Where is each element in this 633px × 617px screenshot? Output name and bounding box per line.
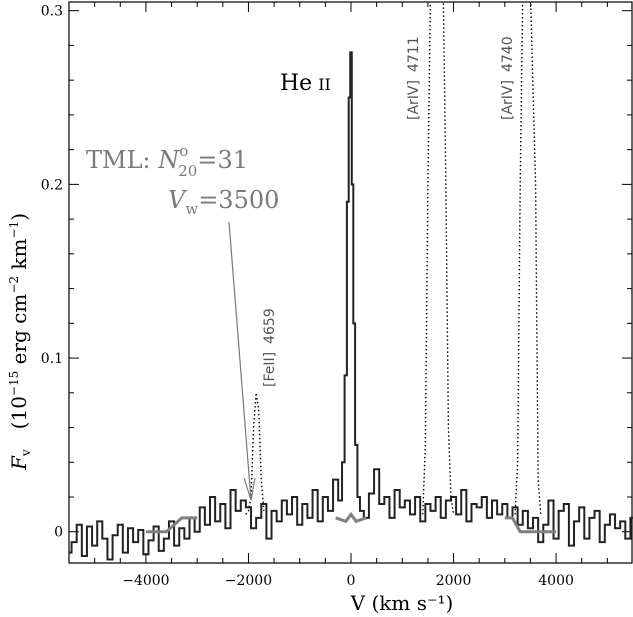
x-tick-label: −4000 — [122, 573, 169, 589]
series-1-dotted-black — [245, 2, 542, 515]
y-tick-label: 0 — [54, 525, 63, 541]
x-axis-label: V (km s⁻¹) — [350, 591, 454, 615]
x-tick-label: 2000 — [436, 573, 472, 589]
y-tick-label: 0.3 — [41, 4, 63, 20]
x-tick-label: −2000 — [225, 573, 272, 589]
x-tick-label: 0 — [347, 573, 356, 589]
y-tick-label: 0.1 — [41, 351, 63, 367]
y-tick-label: 0.2 — [41, 177, 63, 193]
ariv-4711-label: [ArIV]4711 — [406, 36, 422, 120]
ariv-4740-label: [ArIV]4740 — [500, 36, 516, 120]
series-layer — [69, 2, 633, 561]
series-2-thick-gray — [145, 511, 557, 534]
heii-label: He II — [280, 71, 331, 96]
axis-ticks — [69, 2, 632, 563]
tml-arrow — [228, 221, 256, 501]
tml-label-line1: TML: No 20=31 — [86, 142, 248, 180]
feii-4659-label: [FeII]4659 — [262, 308, 278, 387]
x-tick-label: 4000 — [538, 573, 574, 589]
tick-labels: −4000 −2000 0 2000 4000 0 0.1 0.2 0.3 — [41, 4, 574, 589]
tml-label-line2: Vw=3500 — [168, 186, 279, 218]
series-0-solid-black — [69, 51, 633, 561]
y-axis-label: Fv(10−15 erg cm−2 km−1) — [7, 213, 33, 471]
